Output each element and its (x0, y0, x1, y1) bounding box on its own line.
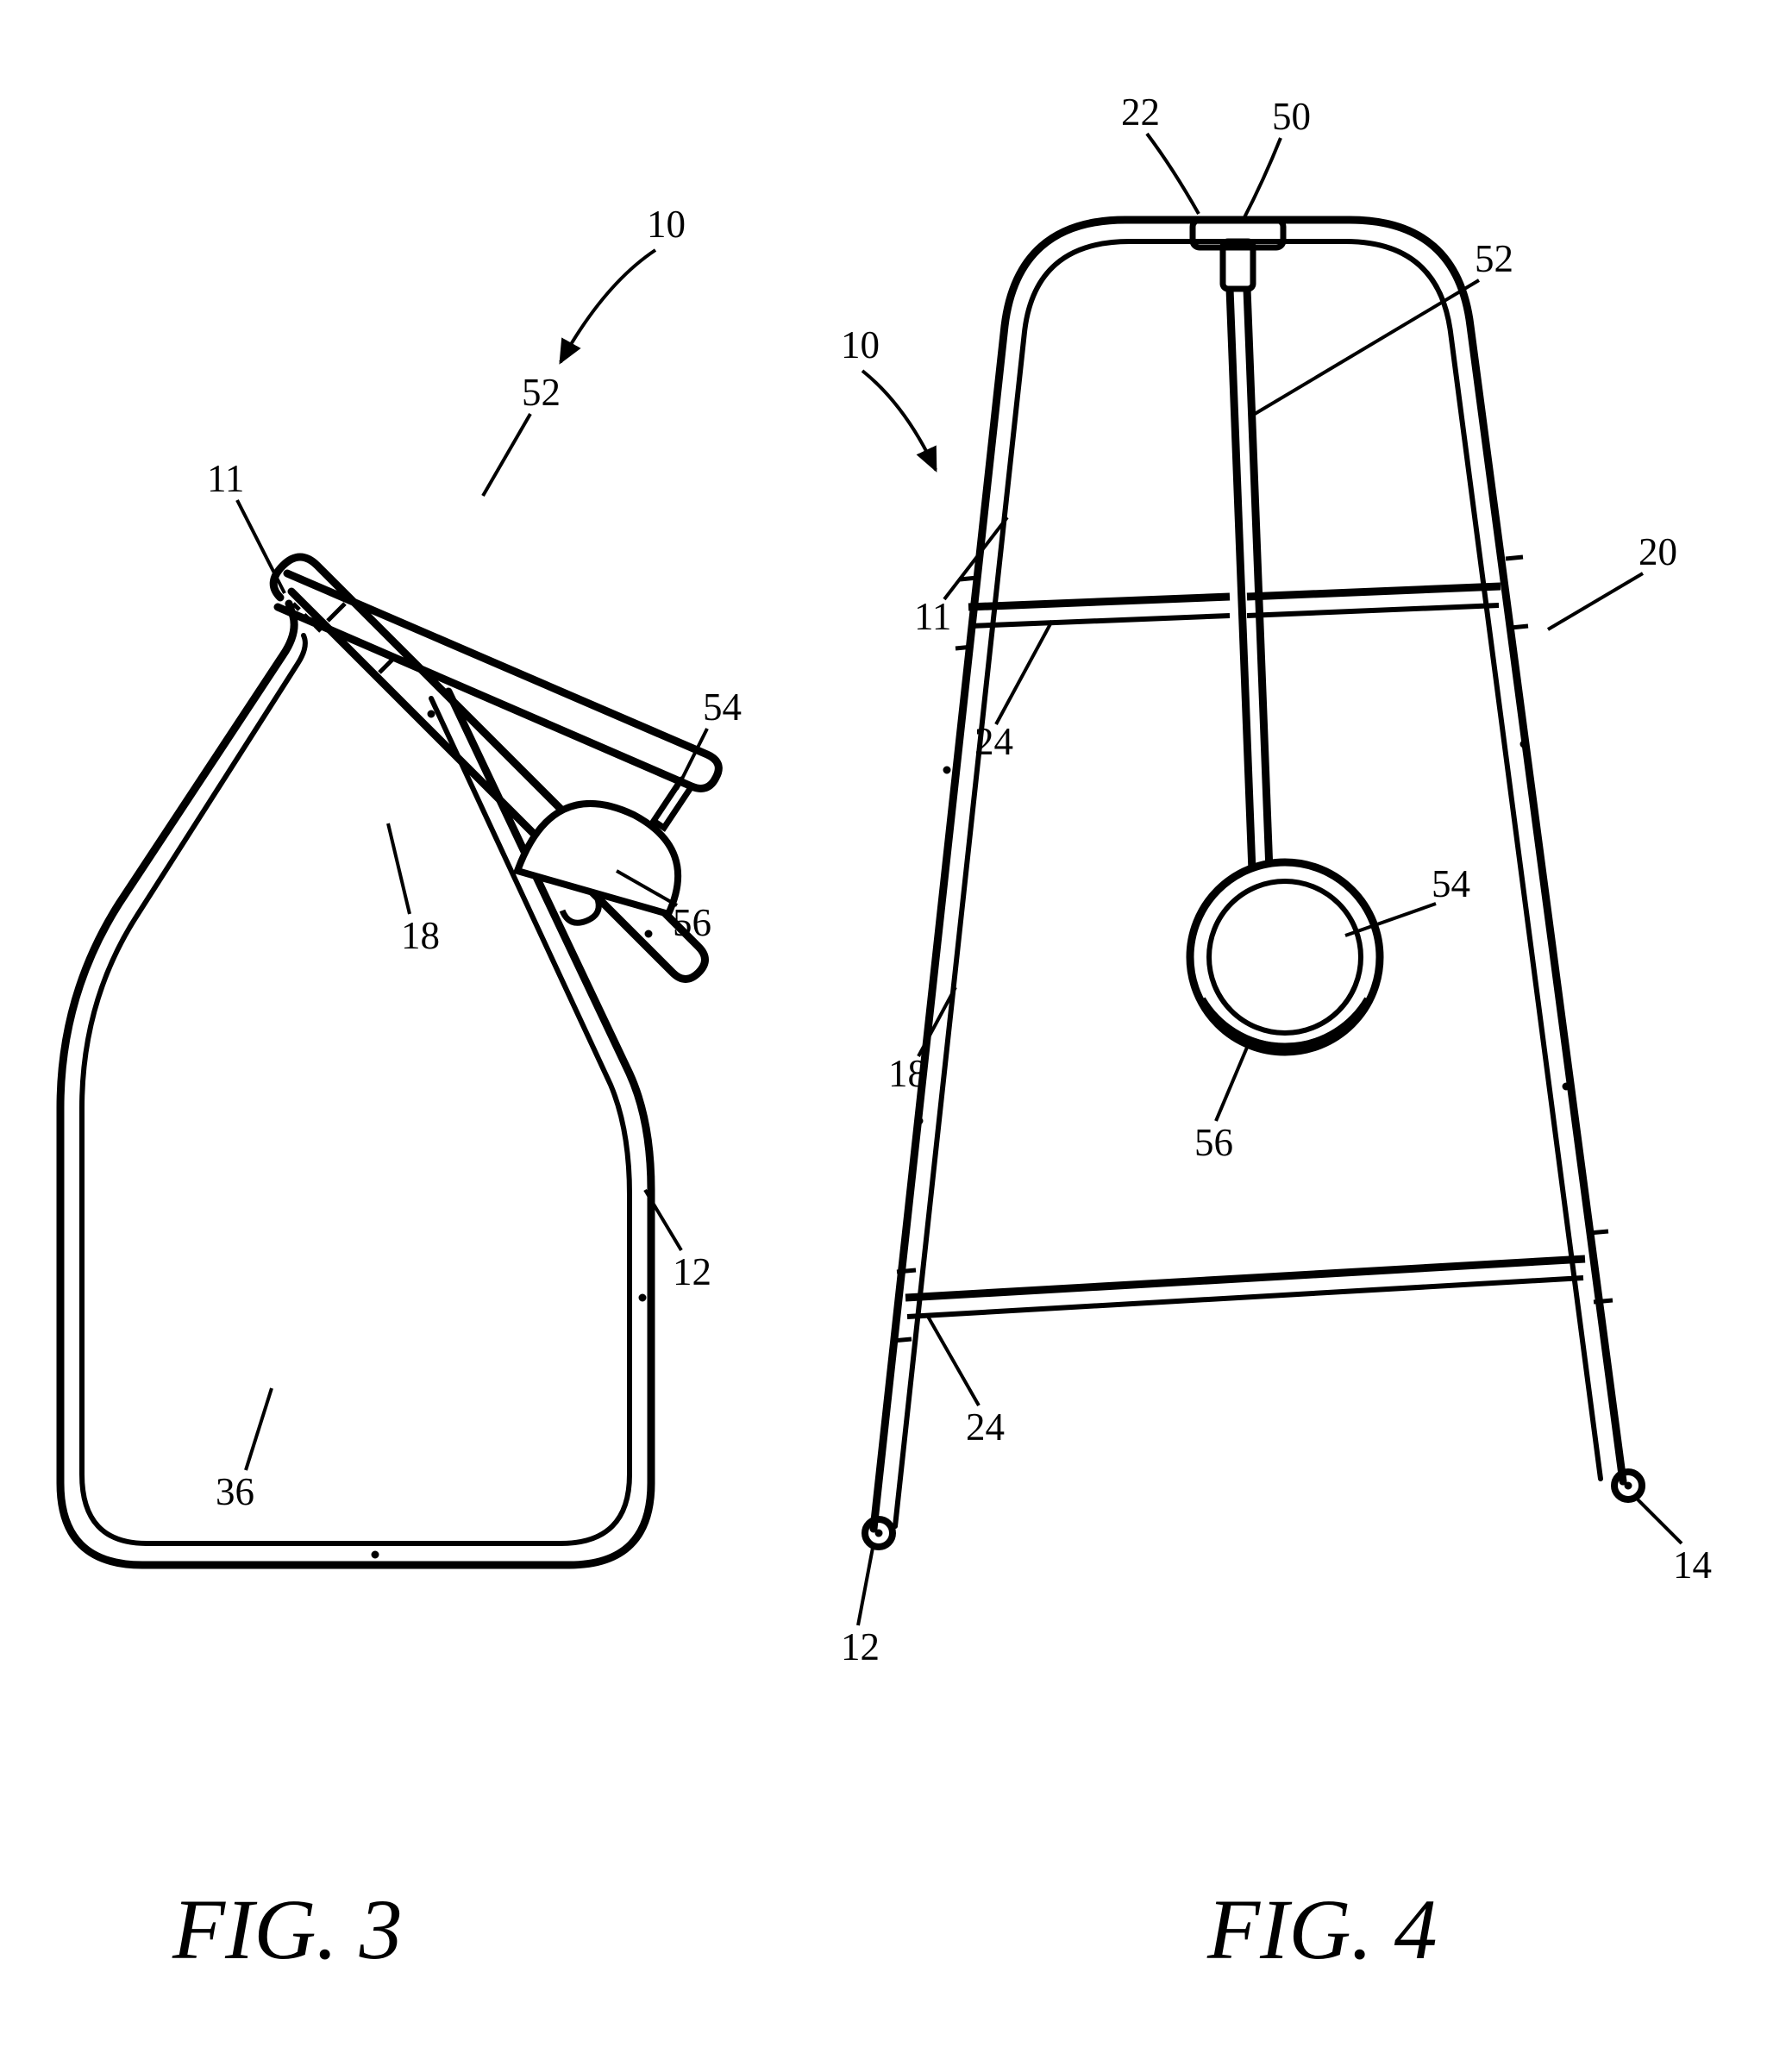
ref-24a: 24 (974, 720, 1013, 763)
ref-12-fig4: 12 (841, 1625, 880, 1668)
ref-22: 22 (1121, 91, 1160, 134)
patent-figure-page: 10 11 52 18 54 56 12 36 10 22 50 11 (0, 0, 1792, 2047)
ref-50: 50 (1272, 95, 1311, 138)
ref-10-fig3: 10 (647, 203, 686, 246)
ref-54-fig3: 54 (703, 685, 742, 729)
ref-10-fig4: 10 (841, 323, 880, 366)
ref-56-fig4: 56 (1194, 1121, 1233, 1164)
fig4-label: FIG. 4 (1207, 1880, 1438, 1979)
fig3-drawing (60, 557, 718, 1565)
ref-52-fig4: 52 (1475, 237, 1513, 280)
drawings-svg: 10 11 52 18 54 56 12 36 10 22 50 11 (0, 0, 1792, 2047)
leaders-and-refs: 10 11 52 18 54 56 12 36 10 22 50 11 (207, 91, 1712, 1668)
ref-54-fig4: 54 (1432, 862, 1470, 905)
ref-24b: 24 (966, 1405, 1005, 1449)
ref-18-fig4: 18 (888, 1052, 927, 1095)
ref-20: 20 (1638, 530, 1677, 573)
fig3-label: FIG. 3 (172, 1880, 403, 1979)
ref-56-fig3: 56 (673, 901, 711, 944)
ref-14: 14 (1673, 1543, 1712, 1587)
ref-18-fig3: 18 (401, 914, 440, 957)
fig4-drawing (865, 220, 1642, 1547)
ref-36-fig3: 36 (216, 1470, 254, 1513)
ref-11-fig3: 11 (207, 457, 244, 500)
ref-11-fig4: 11 (914, 595, 951, 638)
ref-52-fig3: 52 (522, 371, 561, 414)
ref-12-fig3: 12 (673, 1250, 711, 1293)
